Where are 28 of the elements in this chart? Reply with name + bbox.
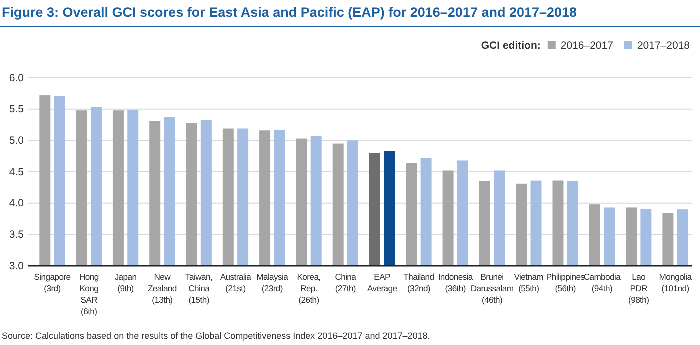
y-tick-label: 4.5 xyxy=(9,166,24,178)
source-note: Source: Calculations based on the results of the Global Competitiveness Index 2016–2017 and 2017–2018. xyxy=(2,331,430,341)
x-tick-label: New Zealand (13th) xyxy=(148,272,178,305)
x-tick-label: Mongolia (101nd) xyxy=(659,272,692,294)
x-tick-label: Singapore (3rd) xyxy=(34,272,72,294)
y-tick-label: 3.5 xyxy=(9,229,24,242)
x-tick-label: Australia (21st) xyxy=(220,272,252,294)
x-tick-label: Japan (9th) xyxy=(114,272,138,294)
x-tick-label: Lao PDR (98th) xyxy=(628,272,650,305)
x-tick-label: China (27th) xyxy=(335,272,357,294)
x-tick-label: Malaysia (23rd) xyxy=(256,272,289,294)
x-tick-label: Hong Kong SAR (6th) xyxy=(79,272,100,316)
chart-title: Figure 3: Overall GCI scores for East Asia and Pacific (EAP) for 2016–2017 and 2017–2018 xyxy=(2,5,578,20)
x-tick-label: Philippines (56th) xyxy=(546,272,585,294)
y-tick-label: 3.0 xyxy=(9,260,24,272)
x-tick-label: EAP Average xyxy=(367,272,398,294)
x-tick-label: Cambodia (94th) xyxy=(584,272,622,294)
x-tick-label: Thailand (32nd) xyxy=(404,272,435,294)
legend-title: GCI edition: xyxy=(481,40,541,52)
x-tick-label: Korea, Rep. (26th) xyxy=(297,272,321,305)
y-tick-label: 6.0 xyxy=(9,72,24,84)
x-tick-label: Taiwan, China (15th) xyxy=(186,272,213,305)
x-tick-label: Vietnam (55th) xyxy=(514,272,544,294)
y-tick-label: 5.0 xyxy=(9,135,24,148)
legend-label: 2016–2017 xyxy=(560,40,614,52)
y-tick-label: 4.0 xyxy=(9,198,24,210)
y-tick-label: 5.5 xyxy=(9,104,24,116)
legend-label: 2017–2018 xyxy=(637,40,690,52)
